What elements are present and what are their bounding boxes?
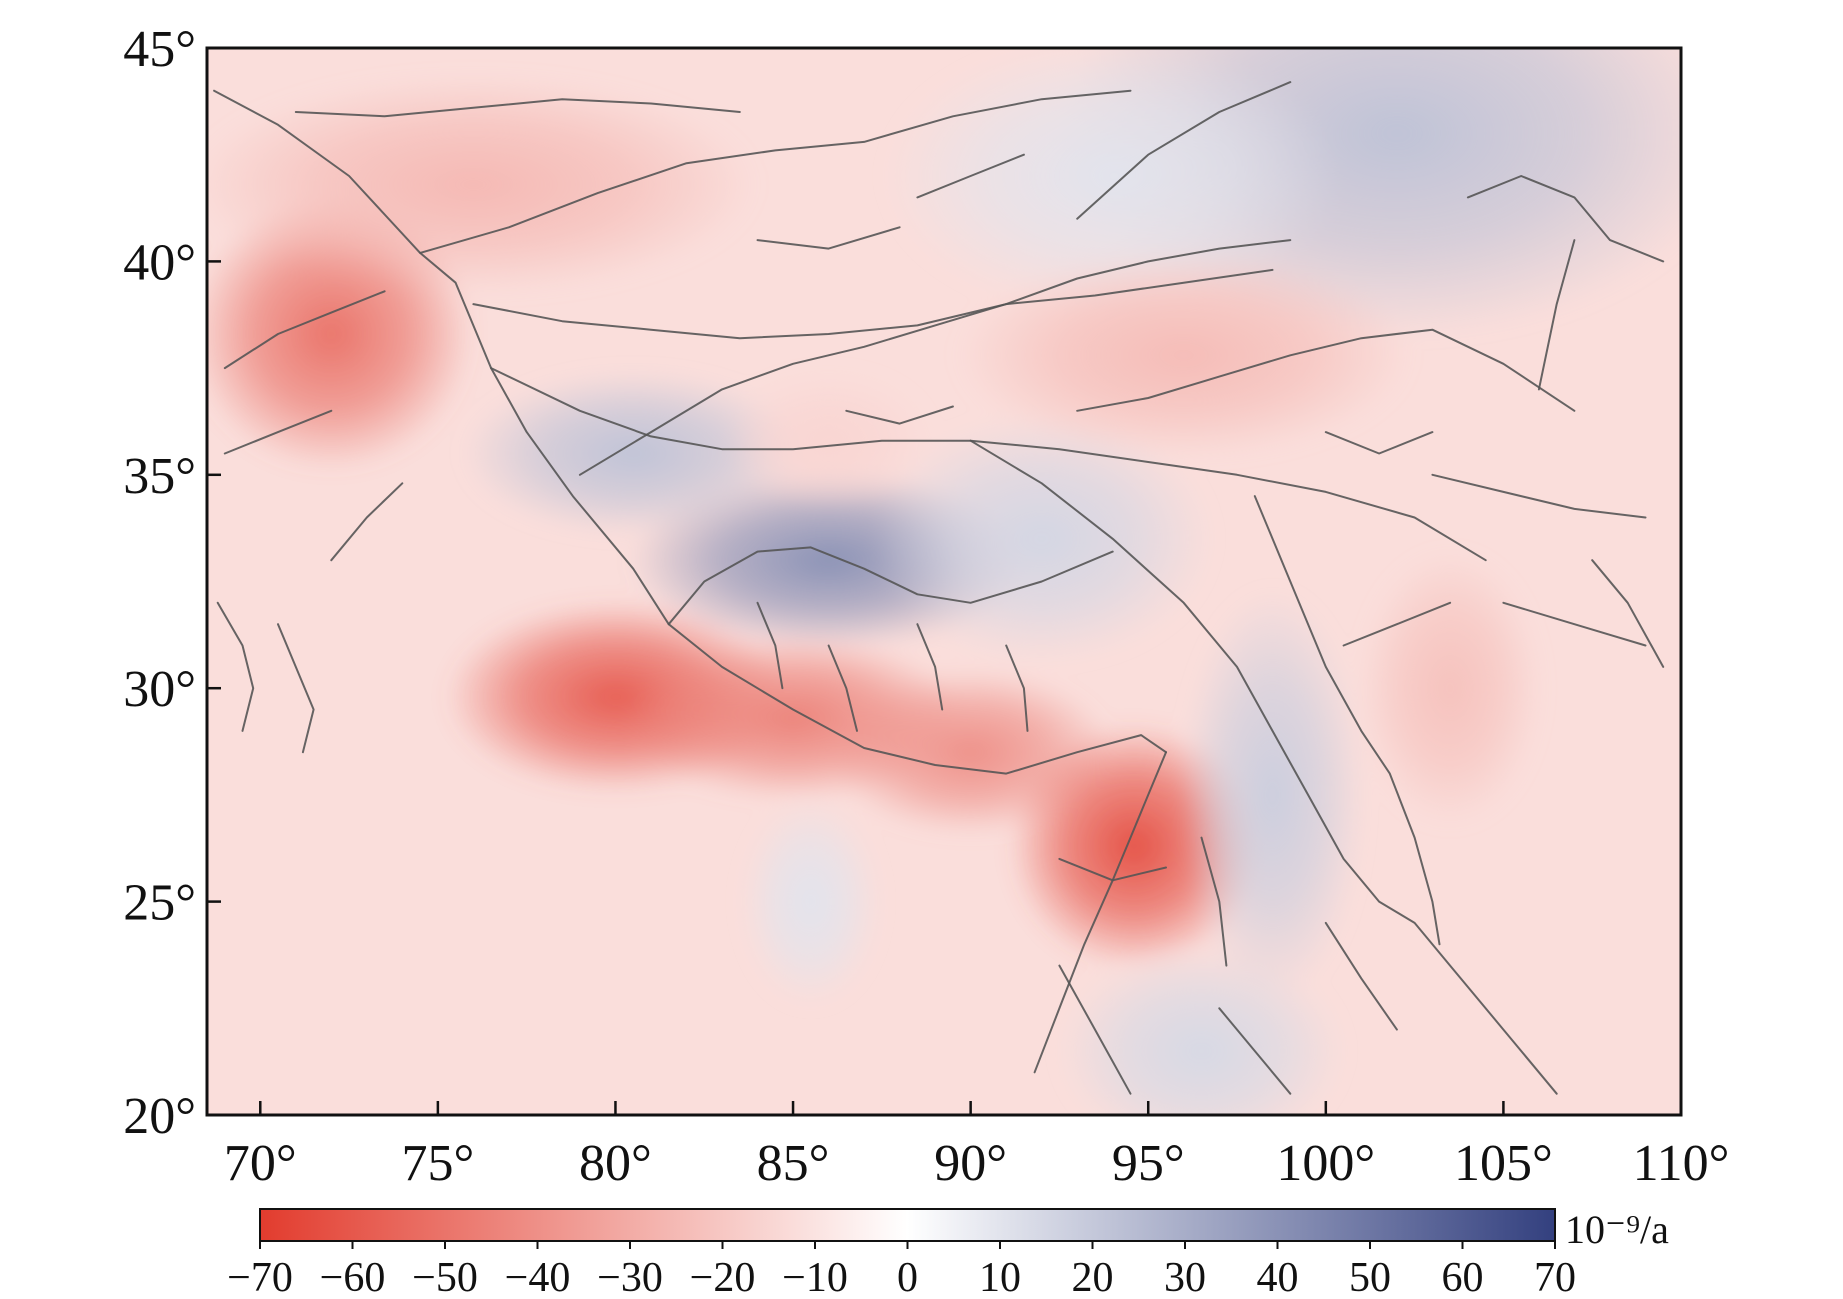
- latitude-axis: 45° 40° 35° 30° 25° 20°: [123, 21, 221, 1145]
- x-tick-label: 85°: [757, 1135, 830, 1192]
- colorbar-gradient: [259, 1208, 1556, 1242]
- x-tick-label: 90°: [934, 1135, 1007, 1192]
- fault-line: [1591, 559, 1665, 668]
- colorbar-tick-label: −20: [690, 1255, 756, 1299]
- fault-line: [1058, 964, 1132, 1095]
- fault-line: [1324, 431, 1434, 455]
- colorbar-tick-label: −70: [227, 1255, 293, 1299]
- fault-line: [969, 439, 1558, 1095]
- fault-line: [294, 98, 741, 118]
- x-tick-label: 80°: [579, 1135, 652, 1192]
- fault-line: [1324, 921, 1398, 1031]
- y-tick-label: 45°: [123, 21, 196, 78]
- fault-line: [1342, 601, 1452, 647]
- x-tick-label: 105°: [1454, 1135, 1553, 1192]
- strain-field: [207, 48, 1681, 1115]
- colorbar-tick-label: 70: [1534, 1255, 1576, 1299]
- fault-line: [213, 89, 1167, 775]
- fault-line: [845, 405, 954, 425]
- fault-line: [756, 226, 901, 250]
- fault-line: [419, 89, 1132, 254]
- colorbar-tick-label: −40: [505, 1255, 571, 1299]
- map-panel: 70° 75° 80° 85° 90° 95° 100° 105° 110° 45° 40° 35°…: [123, 21, 1730, 1192]
- x-tick-label: 70°: [224, 1135, 297, 1192]
- fault-line: [578, 239, 1292, 476]
- fault-line: [916, 153, 1025, 199]
- fault-line: [1253, 495, 1441, 946]
- colorbar-tick-label: 60: [1442, 1255, 1484, 1299]
- y-tick-label: 25°: [123, 875, 196, 932]
- fault-line: [277, 623, 315, 754]
- fault-line: [223, 290, 386, 370]
- fault-line: [1200, 836, 1228, 967]
- strain-anomaly: [1359, 551, 1542, 825]
- x-tick-label: 75°: [401, 1135, 474, 1192]
- fault-lines: [213, 81, 1665, 1095]
- strain-anomaly: [207, 75, 758, 294]
- fault-line: [330, 482, 404, 562]
- fault-line: [1076, 81, 1292, 220]
- fault-line: [1502, 601, 1647, 647]
- x-tick-label: 110°: [1633, 1135, 1730, 1192]
- fault-line: [916, 623, 944, 711]
- fault-line: [223, 409, 333, 455]
- colorbar-tick-label: 30: [1164, 1255, 1206, 1299]
- colorbar-tick-label: 0: [897, 1255, 918, 1299]
- fault-line: [1076, 328, 1576, 412]
- x-tick-label: 95°: [1112, 1135, 1185, 1192]
- strain-anomaly: [956, 252, 1412, 458]
- y-tick-label: 30°: [123, 661, 196, 718]
- colorbar-tick-label: 50: [1349, 1255, 1391, 1299]
- y-tick-label: 35°: [123, 448, 196, 505]
- colorbar: −70 −60 −50 −40 −30 −20 −10 0 10 20 30 40 50 60 70 10⁻…: [227, 1207, 1669, 1299]
- fault-line: [1537, 239, 1576, 391]
- colorbar-tick-label: 10: [979, 1255, 1021, 1299]
- strain-anomaly: [1181, 590, 1364, 1000]
- fault-line: [472, 268, 1274, 340]
- fault-line: [1218, 1007, 1292, 1095]
- x-tick-label: 100°: [1276, 1135, 1375, 1192]
- strain-anomaly: [726, 372, 931, 509]
- fault-line: [827, 644, 858, 732]
- fault-line: [667, 546, 1114, 626]
- fault-line: [1466, 175, 1665, 263]
- colorbar-tick-label: −30: [597, 1255, 663, 1299]
- strain-anomaly: [742, 799, 880, 1005]
- fault-line: [1431, 473, 1647, 519]
- strain-anomaly: [462, 371, 804, 536]
- longitude-axis: 70° 75° 80° 85° 90° 95° 100° 105° 110°: [224, 1101, 1730, 1192]
- strain-anomaly: [1059, 948, 1344, 1115]
- fault-line: [216, 601, 255, 732]
- colorbar-tick-label: −50: [412, 1255, 478, 1299]
- colorbar-unit-label: 10⁻⁹/a: [1565, 1207, 1669, 1252]
- colorbar-tick-label: 20: [1072, 1255, 1114, 1299]
- y-tick-label: 20°: [123, 1088, 196, 1145]
- fault-line: [1005, 644, 1029, 732]
- fault-line: [1058, 857, 1167, 882]
- map-frame: [205, 46, 1683, 1117]
- strain-anomaly: [885, 48, 1340, 313]
- colorbar-tick-label: −60: [320, 1255, 386, 1299]
- fault-line: [756, 601, 784, 690]
- colorbar-tick-label: −10: [782, 1255, 848, 1299]
- colorbar-tick-label: 40: [1257, 1255, 1299, 1299]
- colorbar-ticks: −70 −60 −50 −40 −30 −20 −10 0 10 20 30 40 50 60 70: [227, 1241, 1576, 1299]
- y-tick-label: 40°: [123, 234, 196, 291]
